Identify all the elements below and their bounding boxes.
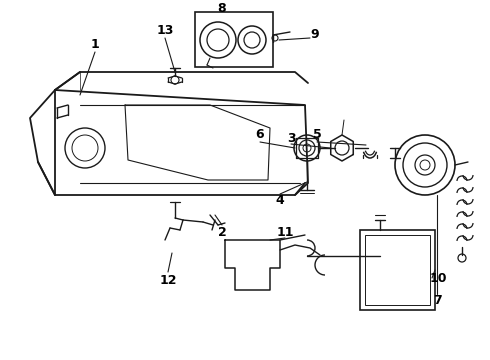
Text: 1: 1 <box>91 37 99 50</box>
Text: 3: 3 <box>287 131 295 144</box>
Bar <box>365 235 430 305</box>
Text: 7: 7 <box>433 293 441 306</box>
Text: 13: 13 <box>156 23 173 36</box>
Text: 8: 8 <box>218 1 226 14</box>
Bar <box>360 230 435 310</box>
Text: 11: 11 <box>276 225 294 238</box>
Text: 9: 9 <box>311 28 319 41</box>
Bar <box>195 12 273 67</box>
Text: 10: 10 <box>429 271 447 284</box>
Text: 4: 4 <box>275 194 284 207</box>
Text: 2: 2 <box>218 225 226 238</box>
Text: 12: 12 <box>159 274 177 287</box>
Text: 5: 5 <box>313 129 321 141</box>
Text: 6: 6 <box>256 129 264 141</box>
